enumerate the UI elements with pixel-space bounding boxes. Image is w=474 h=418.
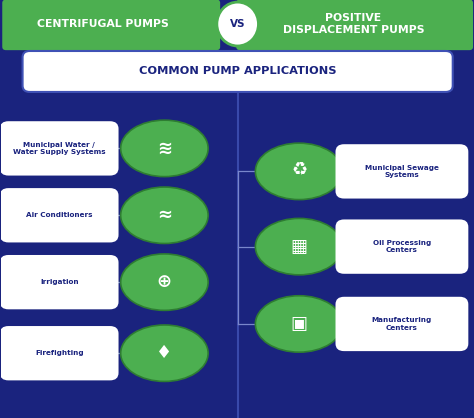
Text: Firefighting: Firefighting [35,350,83,356]
Text: VS: VS [230,19,246,29]
FancyBboxPatch shape [0,255,118,309]
FancyBboxPatch shape [236,0,473,50]
FancyBboxPatch shape [336,144,468,199]
Text: COMMON PUMP APPLICATIONS: COMMON PUMP APPLICATIONS [139,66,337,76]
Text: ♦: ♦ [156,344,173,362]
Ellipse shape [121,187,208,243]
Text: ≈: ≈ [157,206,172,224]
Text: ▣: ▣ [291,315,308,333]
Text: ▦: ▦ [291,237,308,256]
Ellipse shape [217,2,258,46]
FancyBboxPatch shape [23,51,453,92]
Text: Irrigation: Irrigation [40,279,79,285]
Ellipse shape [255,218,343,275]
Text: ♻: ♻ [291,162,307,181]
FancyBboxPatch shape [336,219,468,274]
FancyBboxPatch shape [0,326,118,380]
Ellipse shape [121,325,208,381]
Text: Oil Processing
Centers: Oil Processing Centers [373,240,431,253]
Text: CENTRIFUGAL PUMPS: CENTRIFUGAL PUMPS [37,19,169,29]
Text: Air Conditioners: Air Conditioners [26,212,92,218]
FancyBboxPatch shape [2,0,220,50]
Ellipse shape [255,296,343,352]
FancyBboxPatch shape [0,121,118,176]
Ellipse shape [255,143,343,200]
Text: ⊕: ⊕ [157,273,172,291]
Text: ≋: ≋ [157,139,172,158]
FancyBboxPatch shape [0,188,118,242]
Text: Municipal Water /
Water Supply Systems: Municipal Water / Water Supply Systems [13,142,106,155]
FancyBboxPatch shape [336,297,468,351]
Ellipse shape [121,254,208,310]
Text: Municipal Sewage
Systems: Municipal Sewage Systems [365,165,439,178]
Text: POSITIVE
DISPLACEMENT PUMPS: POSITIVE DISPLACEMENT PUMPS [283,13,424,35]
Ellipse shape [121,120,208,176]
Text: Manufacturing
Centers: Manufacturing Centers [372,317,432,331]
